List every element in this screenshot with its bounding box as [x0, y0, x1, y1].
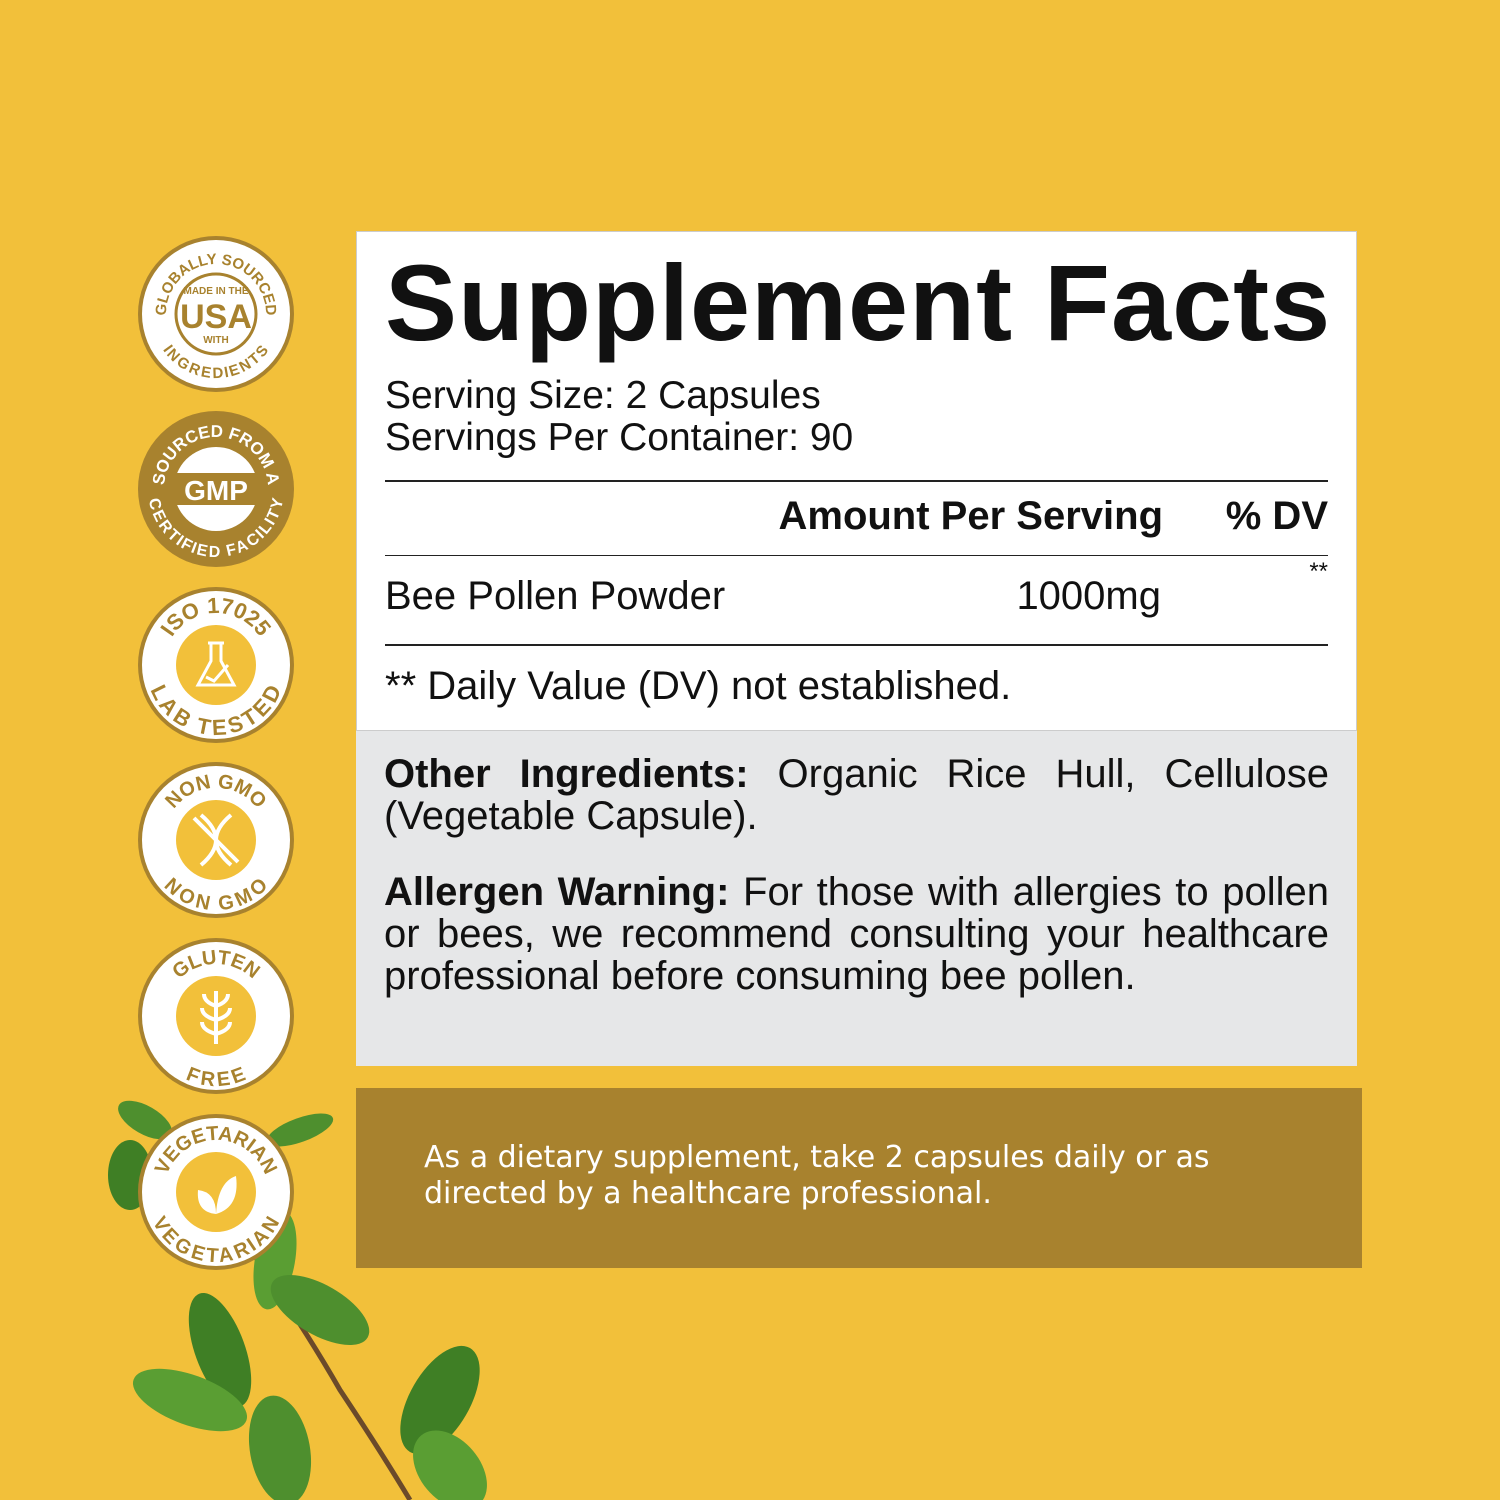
- ingredient-name: Bee Pollen Powder: [385, 574, 726, 618]
- svg-text:MADE IN THE: MADE IN THE: [184, 286, 249, 297]
- non-gmo-badge: NON GMO NON GMO: [138, 762, 294, 918]
- svg-text:WITH: WITH: [203, 335, 229, 346]
- ingredient-amount: 1000mg: [1016, 574, 1161, 618]
- directions-box: As a dietary supplement, take 2 capsules…: [356, 1088, 1362, 1268]
- facts-title: Supplement Facts: [385, 242, 1332, 363]
- amount-per-serving-header: Amount Per Serving: [778, 494, 1163, 538]
- footnote: ** Daily Value (DV) not established.: [385, 664, 1012, 708]
- gluten-free-badge: GLUTEN FREE: [138, 938, 294, 1094]
- svg-text:USA: USA: [180, 298, 252, 336]
- svg-text:GMP: GMP: [184, 475, 248, 506]
- divider: [385, 480, 1328, 482]
- directions-text: As a dietary supplement, take 2 capsules…: [424, 1140, 1210, 1211]
- divider: [385, 555, 1328, 556]
- serving-size: Serving Size: 2 Capsules: [385, 374, 821, 417]
- supplement-facts-panel: Supplement Facts Serving Size: 2 Capsule…: [356, 231, 1357, 731]
- wheat-icon: [200, 991, 232, 1044]
- leaves-icon: [197, 1176, 237, 1214]
- divider: [385, 644, 1328, 646]
- allergen-warning: Allergen Warning: For those with allergi…: [384, 870, 1329, 998]
- vegetarian-badge: VEGETARIAN VEGETARIAN: [138, 1114, 294, 1270]
- iso-lab-tested-badge: ISO 17025 LAB TESTED: [138, 587, 294, 743]
- flask-icon: [195, 641, 237, 687]
- ingredient-dv: **: [1309, 558, 1328, 585]
- made-in-usa-badge: GLOBALLY SOURCED INGREDIENTS MADE IN THE…: [138, 236, 294, 392]
- servings-per-container: Servings Per Container: 90: [385, 416, 854, 459]
- other-info-panel: Other Ingredients: Organic Rice Hull, Ce…: [356, 731, 1357, 1066]
- dna-crossed-icon: [192, 813, 240, 867]
- gmp-badge: GMP SOURCED FROM A CERTIFIED FACILITY: [138, 411, 294, 567]
- other-ingredients: Other Ingredients: Organic Rice Hull, Ce…: [384, 752, 1330, 838]
- dv-header: % DV: [1225, 494, 1328, 538]
